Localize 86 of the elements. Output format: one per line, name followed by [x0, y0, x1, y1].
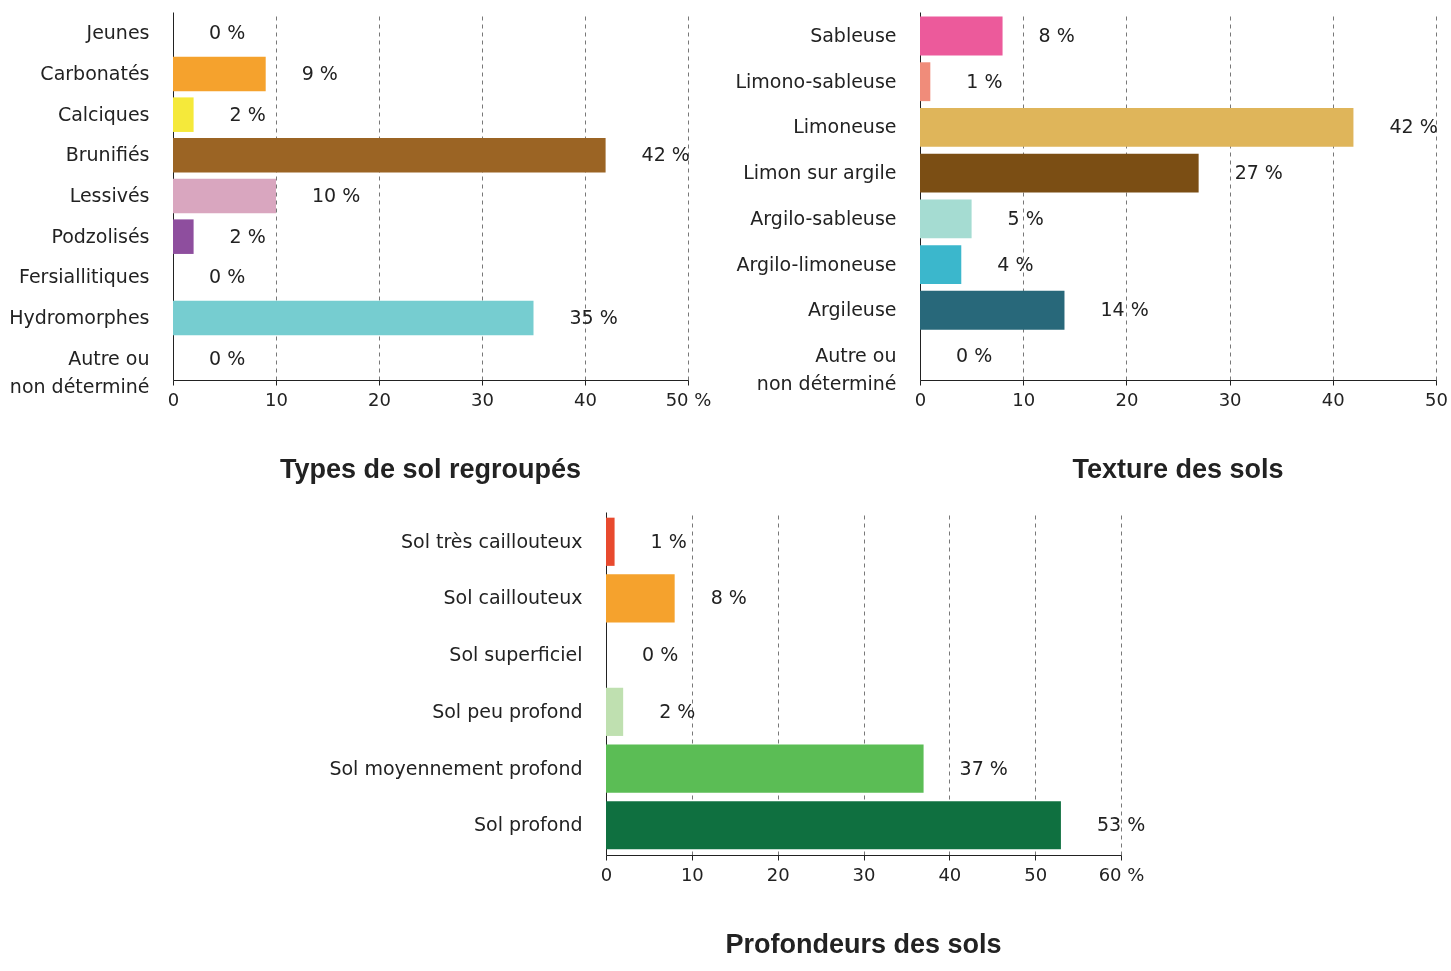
y-tick-label: Sol caillouteux: [443, 586, 583, 609]
data-label: 42 %: [641, 143, 690, 166]
data-label: 9 %: [301, 62, 338, 85]
bar: [606, 801, 1061, 850]
x-tick-label: 40: [574, 388, 597, 410]
data-label: 0 %: [642, 643, 679, 666]
data-label: 8 %: [710, 586, 747, 609]
y-tick-label: Fersiallitiques: [19, 265, 150, 288]
data-label: 1 %: [966, 69, 1003, 92]
y-tick-label: Limoneuse: [793, 115, 897, 138]
y-tick-label: Autre ou non déterminé: [9, 346, 150, 397]
bar: [606, 517, 615, 566]
data-label: 0 %: [209, 265, 246, 288]
bar: [920, 108, 1354, 147]
x-tick-label: 30: [1218, 388, 1242, 410]
x-tick-label: 30: [471, 388, 494, 410]
x-tick-label: 40: [938, 863, 962, 885]
data-label: 37 %: [959, 756, 1008, 779]
bar: [606, 687, 624, 736]
y-tick-label: Limono-sableuse: [735, 69, 897, 92]
y-tick-label: Calciques: [57, 102, 150, 125]
x-tick-label: 40: [1321, 388, 1345, 410]
y-tick-label: Sol superficiel: [449, 643, 583, 666]
x-tick-label: 10: [1012, 388, 1036, 410]
data-label: 27 %: [1234, 161, 1283, 184]
y-tick-label: Argileuse: [808, 298, 897, 321]
bar: [920, 290, 1065, 330]
x-tick-label: 60 %: [1098, 863, 1145, 885]
y-tick-label: Autre ou non déterminé: [756, 344, 897, 394]
x-tick-label: 0: [600, 863, 613, 885]
bar: [920, 199, 972, 239]
x-tick-label: 0: [167, 388, 180, 410]
y-tick-label: Hydromorphes: [9, 305, 150, 328]
x-tick-label: 50: [1024, 863, 1048, 885]
y-tick-label: Sol peu profond: [432, 699, 583, 722]
y-tick-label: Sableuse: [810, 24, 897, 46]
data-label: 4 %: [997, 252, 1034, 275]
x-tick-label: 50 %: [665, 388, 712, 410]
data-label: 2 %: [659, 699, 696, 722]
text: Profondeurs des sols: [725, 929, 1002, 959]
x-tick-label: 20: [766, 863, 790, 885]
data-label: 35 %: [569, 305, 618, 328]
data-label: 2 %: [229, 102, 266, 125]
y-tick-label: Sol très caillouteux: [401, 529, 583, 552]
y-tick-label: Podzolisés: [51, 224, 150, 247]
text: Texture des sols: [1072, 454, 1284, 484]
bar: [173, 178, 276, 214]
data-label: 42 %: [1389, 115, 1438, 138]
x-tick-label: 20: [368, 388, 391, 410]
data-label: 8 %: [1038, 24, 1075, 46]
x-tick-label: 10: [680, 863, 704, 885]
y-tick-label: Jeunes: [85, 21, 150, 44]
y-tick-label: Sol profond: [474, 813, 583, 836]
y-tick-label: Argilo-sableuse: [750, 206, 897, 229]
x-tick-label: 50: [1425, 388, 1448, 410]
data-label: 0 %: [209, 346, 246, 369]
x-tick-label: 20: [1115, 388, 1139, 410]
bar: [173, 56, 266, 92]
y-tick-label: Sol moyennement profond: [329, 756, 583, 779]
bar: [173, 300, 534, 336]
x-tick-label: 0: [914, 388, 927, 410]
bar: [920, 245, 962, 284]
x-tick-label: 30: [852, 863, 876, 885]
data-label: 0 %: [209, 21, 246, 44]
data-label: 10 %: [312, 184, 361, 206]
bar: [920, 153, 1199, 193]
data-label: 5 %: [1007, 206, 1044, 229]
bar: [173, 97, 194, 132]
text: Types de sol regroupés: [279, 454, 582, 484]
data-label: 2 %: [229, 224, 266, 247]
bar: [173, 138, 606, 173]
y-tick-label: Brunifiés: [65, 143, 150, 166]
bar: [173, 219, 194, 254]
bar: [920, 62, 931, 102]
data-label: 14 %: [1100, 298, 1149, 321]
bar: [606, 574, 675, 623]
x-tick-label: 10: [265, 388, 288, 410]
data-label: 0 %: [956, 344, 993, 366]
bar: [920, 16, 1003, 56]
bar: [606, 744, 924, 793]
y-tick-label: Lessivés: [69, 184, 150, 206]
data-label: 53 %: [1096, 813, 1146, 836]
data-label: 1 %: [650, 529, 687, 552]
y-tick-label: Limon sur argile: [743, 161, 897, 184]
y-tick-label: Carbonatés: [40, 62, 150, 85]
y-tick-label: Argilo-limoneuse: [736, 252, 897, 275]
